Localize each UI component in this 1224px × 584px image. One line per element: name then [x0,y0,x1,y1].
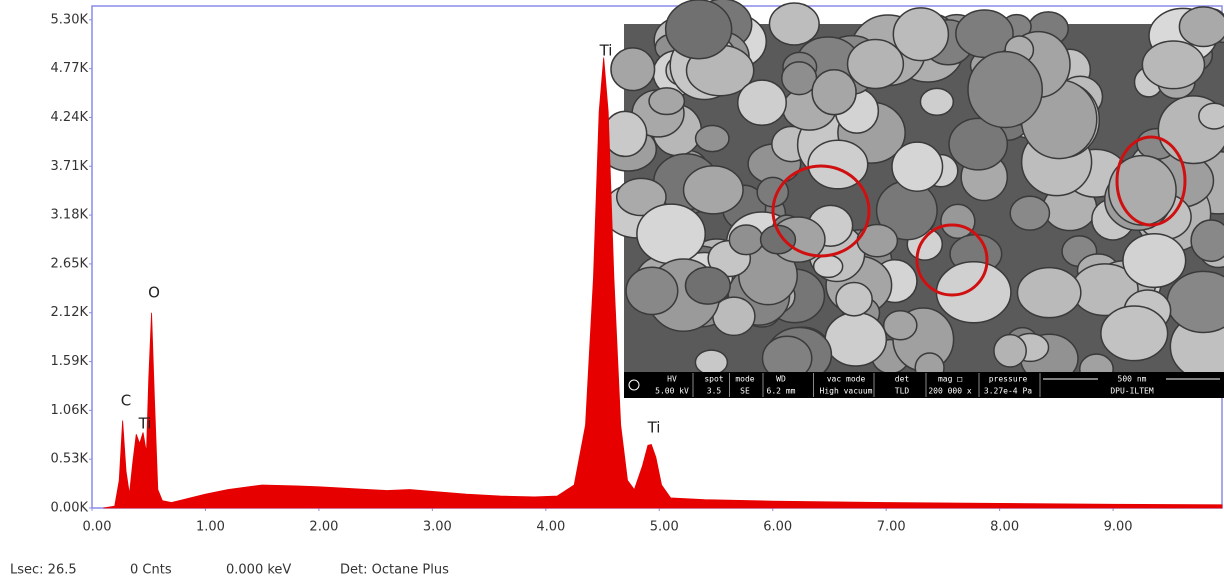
particle [664,0,733,60]
particle [610,47,656,92]
particle [1141,40,1206,90]
highlight-circle [1115,135,1187,227]
particle [967,50,1043,129]
databar-text: WD [776,375,786,384]
peak-label: Ti [647,419,661,437]
particle [919,87,955,116]
particle [1122,233,1187,289]
peak-label: Ti [138,415,152,433]
particle [1100,305,1169,362]
particle [892,7,950,62]
particle [993,333,1027,368]
particle [602,110,648,158]
data-bar [624,372,1224,398]
particle [694,349,729,376]
y-tick-label: 0.53K [51,452,89,467]
x-tick-label: 6.00 [763,520,792,535]
particle [891,141,944,192]
particle [694,124,730,153]
peak-label: O [148,284,160,302]
x-tick-label: 1.00 [196,520,225,535]
x-tick-label: 7.00 [877,520,906,535]
x-tick-label: 4.00 [536,520,565,535]
spectrum [103,57,1223,509]
particle [940,203,976,240]
highlight-circle [915,223,989,297]
particle [1190,219,1224,263]
particle [759,224,797,255]
particle [781,61,818,96]
status-text: Det: Octane Plus [340,563,449,578]
particle [1009,195,1051,231]
status-text: 0.000 keV [226,563,291,578]
particle [1016,266,1082,319]
y-tick-label: 1.06K [51,403,89,418]
particle [648,87,686,116]
particle [856,223,899,258]
data-bar-text: HV 5.00 kV spot 3.5 mode SE WD 6.2 mm vac mode Hi… [655,375,1154,396]
particle [846,38,905,90]
particle [948,117,1009,171]
databar-text: TLD [895,387,910,396]
databar-text: High vacuum [820,387,873,396]
x-tick-label: 8.00 [990,520,1019,535]
databar-text: pressure [989,375,1028,384]
particle [1198,102,1224,130]
particle [737,79,787,126]
status-text: Lsec: 26.5 [10,563,77,578]
databar-text: 200 000 x [928,387,972,396]
y-tick-label: 5.30K [51,12,89,27]
y-tick-label: 2.12K [51,305,89,320]
x-tick-label: 0.00 [83,520,112,535]
particle [768,2,820,46]
databar-text: det [895,375,910,384]
particle [636,203,706,265]
databar-text: HV [667,375,677,384]
x-tick-label: 2.00 [309,520,338,535]
databar-text: 500 nm [1118,375,1147,384]
databar-text: mode [735,375,754,384]
particle [682,165,744,215]
databar-text: 3.5 [707,387,722,396]
databar-text: mag □ [938,375,962,384]
y-tick-label: 3.18K [51,208,89,223]
y-tick-label: 1.59K [51,354,89,369]
particle [811,69,857,116]
particle [935,261,1012,324]
databar-text: spot [704,375,723,384]
databar-text: 3.27e-4 Pa [984,387,1032,396]
particle [1178,6,1224,48]
sem-inset: HV 5.00 kV spot 3.5 mode SE WD 6.2 mm vac mode Hi… [599,0,1224,398]
particle [615,177,667,217]
particle [835,281,873,317]
fei-logo [628,379,640,391]
databar-text: vac mode [827,375,866,384]
x-tick-label: 9.00 [1104,520,1133,535]
peak-label: C [121,392,131,410]
particle [812,254,844,279]
y-tick-label: 2.65K [51,256,89,271]
particle [882,310,918,341]
particle [684,266,731,305]
databar-text: 5.00 kV [655,387,689,396]
y-tick-label: 3.71K [51,159,89,174]
particle [824,311,888,367]
peak-label: Ti [599,42,613,60]
x-tick-label: 3.00 [423,520,452,535]
y-tick-label: 4.77K [51,61,89,76]
highlight-circle [771,164,871,258]
databar-text: 6.2 mm [767,387,796,396]
y-tick-label: 4.24K [51,110,89,125]
particle [728,224,764,256]
databar-text: DPU-ILTEM [1110,387,1154,396]
x-tick-label: 5.00 [650,520,679,535]
particle [625,266,679,316]
status-text: 0 Cnts [130,563,172,578]
databar-text: SE [740,387,750,396]
y-tick-label: 0.00K [51,501,89,516]
